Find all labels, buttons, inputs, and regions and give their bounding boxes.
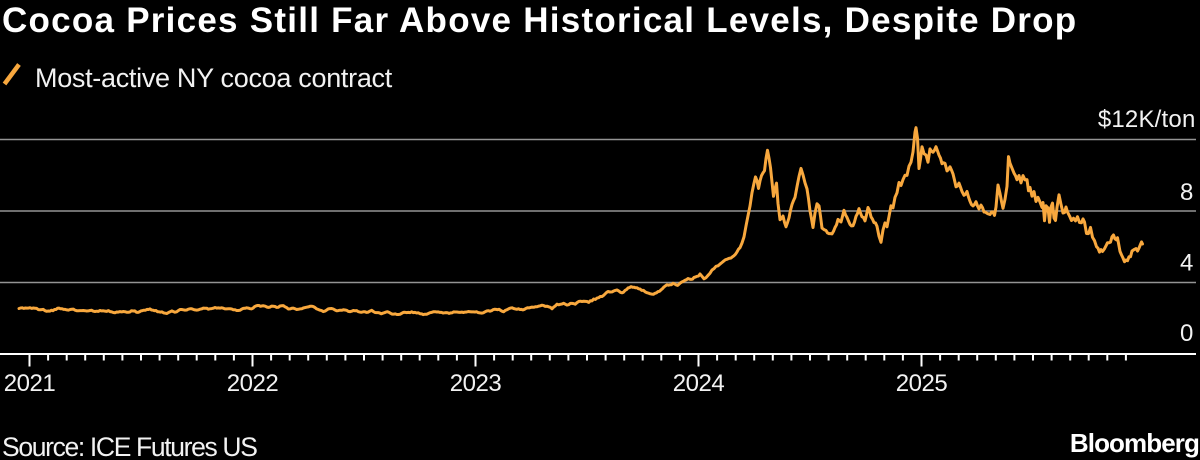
svg-text:2021: 2021 bbox=[4, 370, 56, 397]
svg-text:2025: 2025 bbox=[896, 370, 948, 397]
svg-text:2024: 2024 bbox=[673, 370, 725, 397]
svg-text:8: 8 bbox=[1180, 179, 1194, 206]
svg-text:2023: 2023 bbox=[450, 370, 502, 397]
svg-text:2022: 2022 bbox=[227, 370, 279, 397]
svg-text:$12K/ton: $12K/ton bbox=[1098, 106, 1196, 133]
svg-text:4: 4 bbox=[1180, 250, 1194, 277]
svg-text:0: 0 bbox=[1180, 320, 1194, 347]
